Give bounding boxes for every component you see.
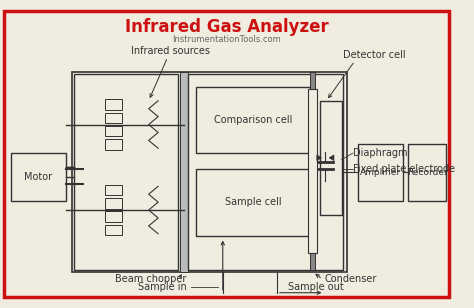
Bar [105, 225, 122, 235]
Bar [105, 126, 122, 136]
Text: Infrared sources: Infrared sources [131, 47, 210, 56]
Text: InstrumentationTools.com: InstrumentationTools.com [172, 35, 281, 44]
Bar [105, 99, 122, 110]
Text: Fixed plate electrode: Fixed plate electrode [353, 164, 455, 174]
Bar [310, 253, 315, 270]
Bar [72, 72, 347, 272]
Text: Beam chopper: Beam chopper [115, 274, 187, 284]
Bar [408, 144, 446, 201]
Bar [319, 101, 343, 215]
Text: Motor: Motor [24, 172, 53, 182]
Text: Sample in: Sample in [138, 282, 187, 292]
Bar [105, 212, 122, 222]
Bar [196, 169, 310, 236]
Bar [358, 144, 403, 201]
Polygon shape [317, 155, 321, 161]
Text: Comparison cell: Comparison cell [214, 115, 292, 125]
Bar [105, 139, 122, 150]
Text: Sample out: Sample out [288, 282, 344, 292]
Bar [105, 113, 122, 123]
Bar [105, 198, 122, 209]
Text: Infrared Gas Analyzer: Infrared Gas Analyzer [125, 18, 328, 36]
Bar [308, 89, 317, 253]
Bar [310, 72, 315, 89]
Text: Sample cell: Sample cell [225, 197, 282, 208]
Text: Diaphragm: Diaphragm [353, 148, 408, 158]
Text: Detector cell: Detector cell [344, 50, 406, 60]
Bar [188, 74, 344, 270]
Bar [105, 185, 122, 195]
Bar [11, 153, 66, 201]
Polygon shape [329, 155, 334, 161]
Text: Condenser: Condenser [324, 274, 377, 284]
Text: Amplifier: Amplifier [360, 168, 401, 176]
Text: Recorder: Recorder [407, 168, 447, 176]
Bar [180, 72, 188, 272]
Bar [73, 74, 178, 270]
Bar [196, 87, 310, 153]
